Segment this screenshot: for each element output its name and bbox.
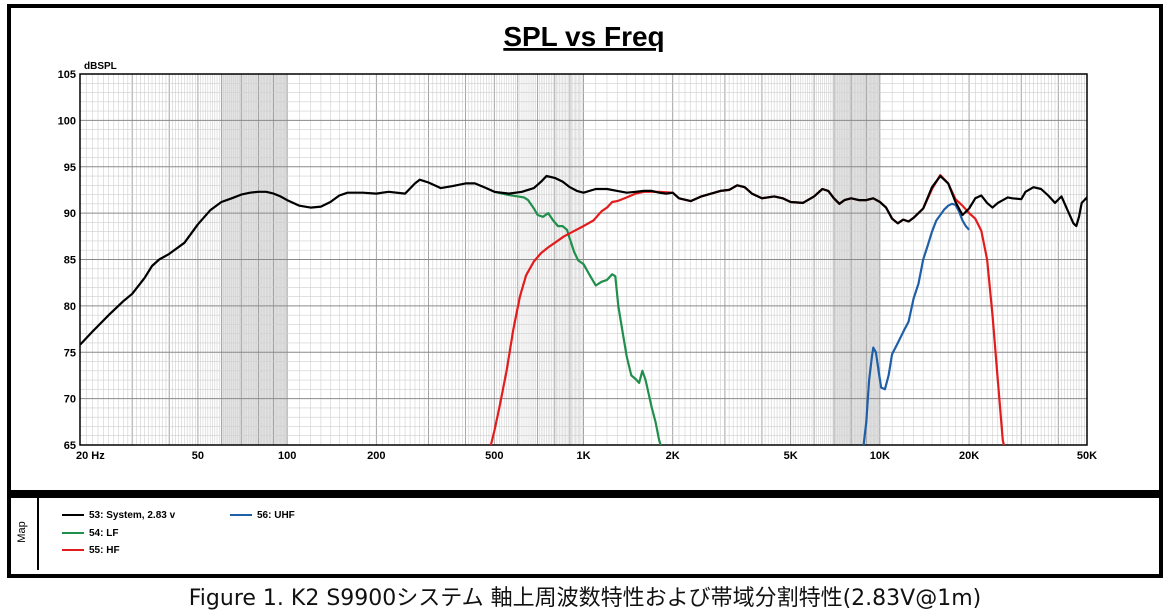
x-tick-label: 20 Hz xyxy=(76,450,105,462)
y-tick-label: 65 xyxy=(64,440,76,452)
legend-item-lf: 54: LF xyxy=(62,528,118,539)
y-axis-label: dBSPL xyxy=(84,61,117,72)
chart-frame xyxy=(7,4,1163,494)
legend-map-tab: Map xyxy=(7,494,39,570)
legend-item-hf: 55: HF xyxy=(62,545,120,556)
y-tick-label: 85 xyxy=(64,255,76,267)
x-tick-label: 50K xyxy=(1077,450,1097,462)
x-tick-label: 50 xyxy=(192,450,204,462)
y-tick-label: 95 xyxy=(64,162,76,174)
spl-chart: 65 70 75 80 85 90 95 100 105 20 Hz 50 100 200 500 1K 2K… xyxy=(58,21,1098,462)
legend-item-uhf: 56: UHF xyxy=(230,510,295,521)
x-tick-label: 5K xyxy=(784,450,798,462)
legend-item-system: 53: System, 2.83 v xyxy=(62,510,175,521)
map-label: Map xyxy=(16,521,28,543)
figure-caption: Figure 1. K2 S9900システム 軸上周波数特性および帯域分割特性(… xyxy=(188,586,982,611)
plot-border xyxy=(79,73,1088,446)
x-tick-label: 1K xyxy=(576,450,590,462)
legend-swatch-system xyxy=(62,514,84,517)
legend-swatch-lf xyxy=(62,532,84,535)
legend-frame xyxy=(7,494,1163,578)
y-tick-label: 75 xyxy=(64,347,76,359)
x-tick-label: 500 xyxy=(485,450,503,462)
y-tick-label: 90 xyxy=(64,208,76,220)
series-line-1 xyxy=(494,190,662,445)
legend-label-hf: 55: HF xyxy=(89,545,120,556)
y-tick-label: 105 xyxy=(58,69,76,81)
legend-swatch-hf xyxy=(62,549,84,552)
x-tick-label: 2K xyxy=(666,450,680,462)
y-tick-label: 100 xyxy=(58,115,76,127)
legend-label-uhf: 56: UHF xyxy=(257,510,295,521)
x-tick-label: 20K xyxy=(959,450,979,462)
chart-title: SPL vs Freq xyxy=(503,21,664,52)
x-tick-label: 200 xyxy=(367,450,385,462)
series-line-2 xyxy=(489,174,1005,445)
series-line-0 xyxy=(80,174,1087,346)
y-tick-label: 70 xyxy=(64,394,76,406)
x-tick-label: 100 xyxy=(278,450,296,462)
x-tick-label: 10K xyxy=(870,450,890,462)
legend-label-lf: 54: LF xyxy=(89,528,119,539)
series-line-3 xyxy=(862,202,970,445)
legend-label-system: 53: System, 2.83 v xyxy=(89,510,176,521)
legend-swatch-uhf xyxy=(230,514,252,517)
y-tick-label: 80 xyxy=(64,301,76,313)
